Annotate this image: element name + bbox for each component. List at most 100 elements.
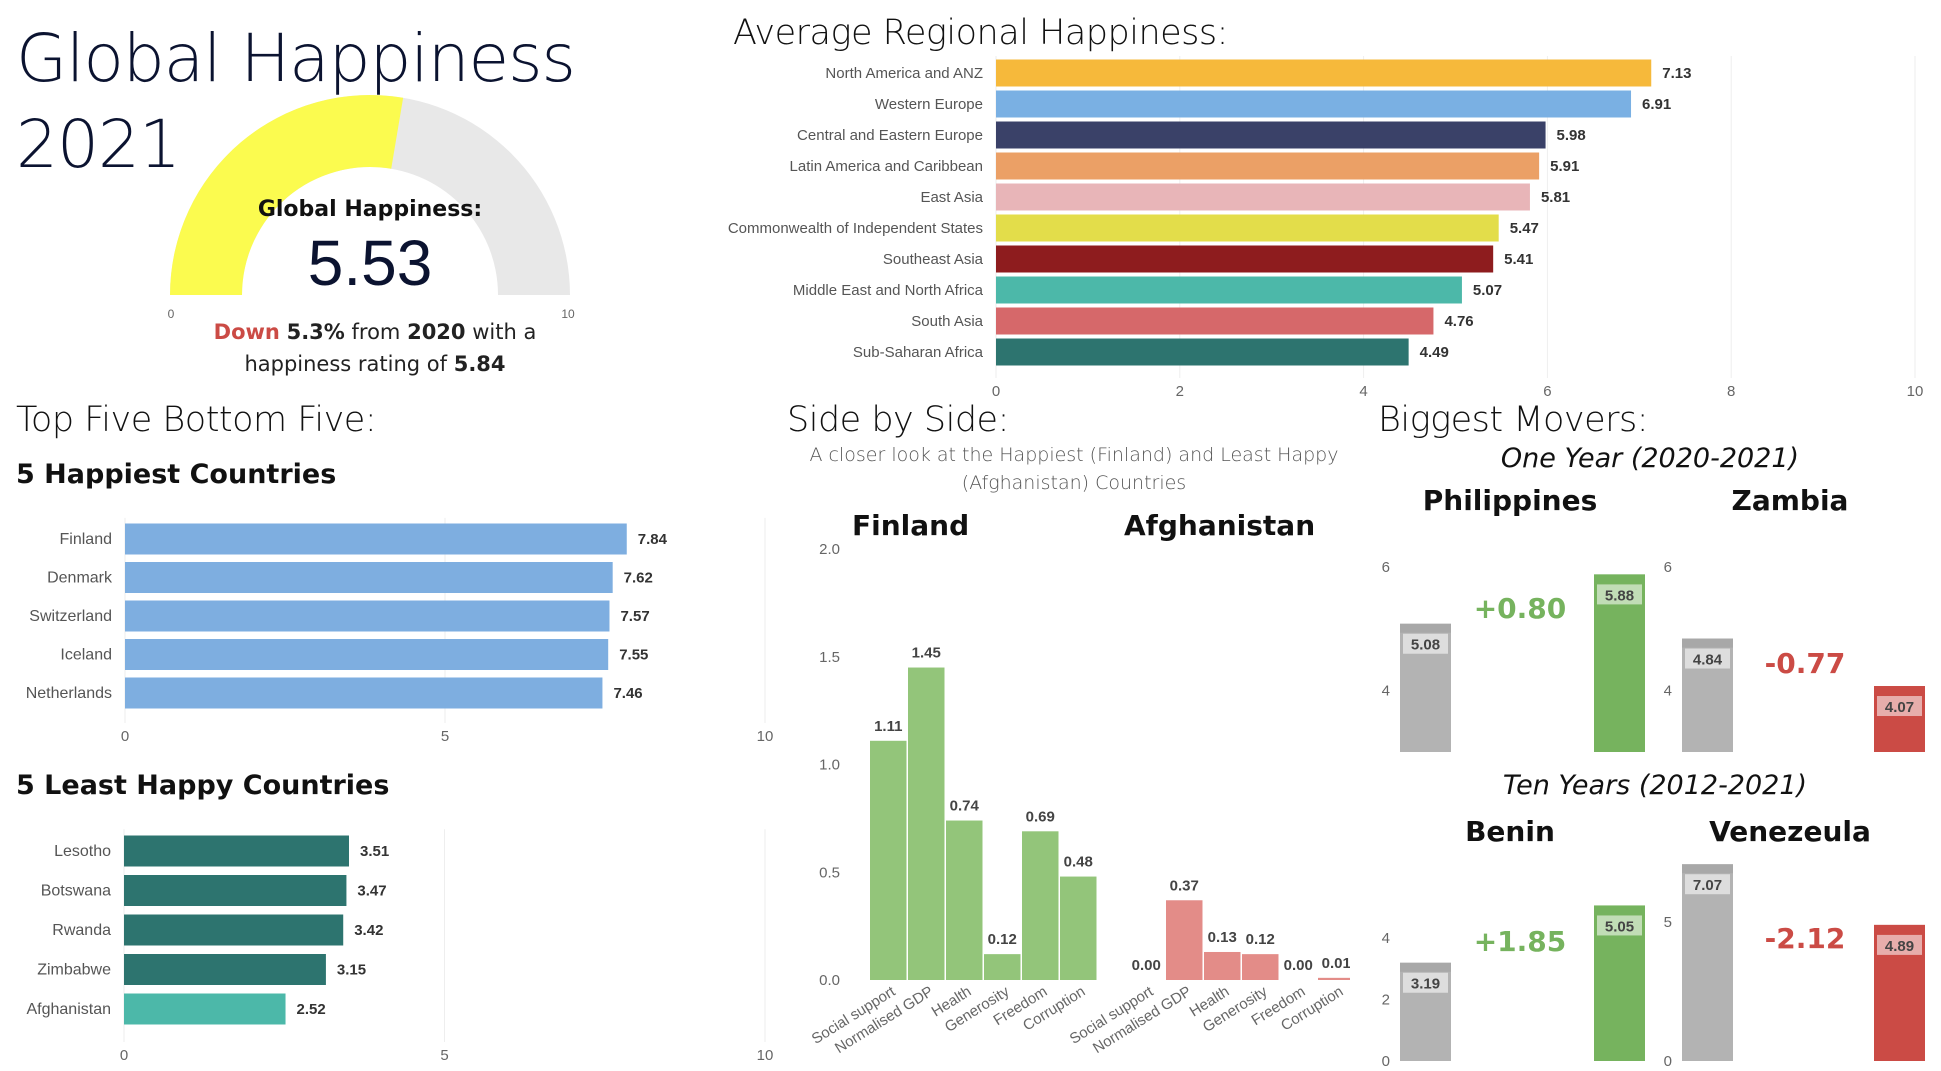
y-tick-label: 2 [1382,991,1390,1008]
y-tick-label: 1.0 [819,757,840,774]
gauge-note: Down 5.3% from 2020 with a happiness rat… [180,316,570,380]
x-tick-label: 2 [1176,383,1184,400]
bar [996,245,1494,273]
zambia-heading: Zambia [1731,484,1849,517]
data-label: 0.13 [1208,929,1237,946]
y-tick-label: 4 [1382,682,1390,699]
bar [124,875,347,906]
bar [125,523,627,555]
gauge-note-from: from [351,320,401,344]
bar [996,121,1546,149]
bar [1060,876,1097,980]
bar-cap [1594,574,1645,584]
gauge-min-label: 0 [168,307,175,321]
data-label: 5.41 [1504,251,1533,268]
gauge-label: Global Happiness: [257,197,483,222]
bar-cap [1682,864,1733,874]
category-label: Botswana [41,883,111,900]
bar [984,954,1021,980]
data-label: 5.88 [1605,587,1634,604]
data-label: 0.12 [1246,931,1275,948]
happiest-title: 5 Happiest Countries [16,459,337,490]
data-label: 0.74 [950,798,980,815]
y-tick-label: 4 [1382,930,1390,947]
ten-year-label: Ten Years (2012-2021) [1502,770,1808,801]
category-label: North America and ANZ [825,65,983,82]
data-label-backdrop [1403,972,1448,993]
data-label: 4.07 [1885,699,1914,716]
data-label: 5.47 [1510,220,1539,237]
category-label: Netherlands [26,685,112,702]
benin-change: +1.85 [1473,925,1567,958]
data-label: 6.91 [1642,96,1671,113]
y-tick-label: 0 [1664,1053,1672,1070]
gauge-note-prev: 5.84 [453,352,506,376]
y-tick-label: 5 [1664,914,1672,931]
regional-title: Average Regional Happiness: [733,13,1228,53]
x-tick-label: 5 [440,1047,448,1064]
gauge-note-percent: 5.3% [286,320,345,344]
category-label: Afghanistan [26,1001,111,1018]
bar [996,59,1652,87]
bar [996,338,1409,366]
data-label: 4.49 [1420,344,1449,361]
bar [870,740,907,980]
data-label-backdrop [1403,633,1448,654]
data-label: 5.81 [1541,189,1570,206]
y-tick-label: 2.0 [819,541,840,558]
data-label: 5.91 [1550,158,1579,175]
bar [996,90,1632,118]
data-label-backdrop [1685,648,1730,669]
category-label: South Asia [911,313,983,330]
category-label: Zimbabwe [37,962,111,979]
data-label: 3.42 [354,922,383,939]
title-line-2: 2021 [16,106,181,183]
philippines-change: +0.80 [1473,592,1567,625]
data-label: 1.45 [912,645,941,662]
data-label: 5.98 [1557,127,1586,144]
x-tick-label: 0 [120,1047,128,1064]
bar [124,954,326,985]
category-label: Southeast Asia [883,251,984,268]
afghanistan-heading: Afghanistan [1124,509,1316,542]
category-label: East Asia [920,189,983,206]
data-label: 1.11 [874,718,902,735]
bar [125,639,609,670]
bar [996,307,1434,335]
benin-heading: Benin [1465,815,1555,848]
bar [996,276,1462,304]
x-tick-label: 10 [757,728,774,745]
data-label-backdrop [1685,874,1730,895]
data-label: 0.12 [988,931,1017,948]
category-label: Sub-Saharan Africa [853,344,984,361]
sidebyside-title: Side by Side: [787,400,1009,440]
bar [125,562,613,593]
gauge-fill [170,95,404,295]
data-label: 3.47 [357,883,386,900]
bar [996,183,1530,211]
data-label: 0.69 [1026,808,1055,825]
data-label: 4.89 [1885,938,1914,955]
category-label: Commonwealth of Independent States [728,220,983,237]
bar [996,152,1540,180]
data-label: 0.48 [1064,854,1093,871]
sidebyside-subtitle-line1: A closer look at the Happiest (Finland) … [809,444,1339,466]
movers-title: Biggest Movers: [1378,400,1649,440]
venezuela-heading: Venezeula [1709,815,1871,848]
title-line-1: Global Happiness [16,20,576,97]
bar [124,993,286,1025]
sidebyside-subtitle: A closer look at the Happiest (Finland) … [800,441,1348,497]
bar [1204,951,1241,980]
gauge-note-year: 2020 [407,320,466,344]
bar [946,820,983,980]
bar [124,835,349,867]
category-label: Western Europe [875,96,983,113]
finland-heading: Finland [852,509,970,542]
one-year-label: One Year (2020-2021) [1500,443,1800,474]
least-chart: 0 5 10 Lesotho 3.51 Botswana 3.47 Rwanda 3.42 Zim… [26,829,773,1064]
venezuela-change: -2.12 [1764,922,1846,955]
y-tick-label: 4 [1664,682,1672,699]
gauge-max-label: 10 [561,307,575,321]
bar [125,677,603,709]
